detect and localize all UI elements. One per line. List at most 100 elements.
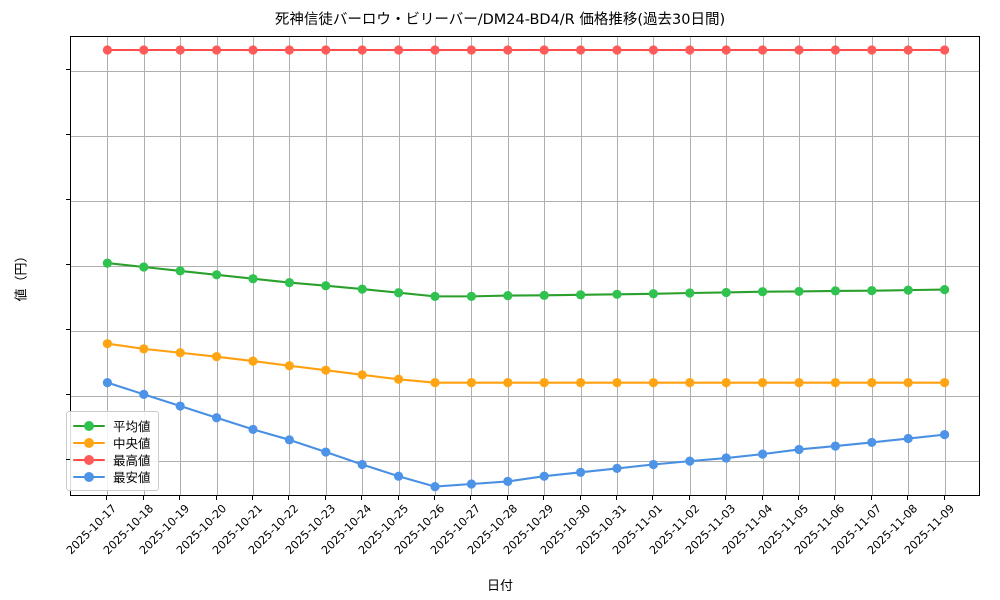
x-tick-mark (397, 496, 399, 500)
data-point (212, 413, 222, 423)
data-point (357, 370, 367, 380)
data-point (175, 45, 185, 55)
plot-area (70, 36, 980, 496)
legend-item-中央値[interactable]: 中央値 (73, 434, 151, 451)
data-point (903, 285, 913, 295)
data-point (867, 45, 877, 55)
data-point (539, 378, 549, 388)
data-point (539, 471, 549, 481)
data-point (940, 285, 950, 295)
data-point (576, 378, 586, 388)
x-tick-mark (907, 496, 909, 500)
data-point (102, 339, 112, 349)
data-point (175, 401, 185, 411)
y-gridline (71, 200, 979, 202)
x-gridline (799, 37, 800, 495)
data-point (394, 288, 404, 298)
data-point (721, 45, 731, 55)
x-gridline (471, 37, 473, 495)
legend-item-平均値[interactable]: 平均値 (73, 417, 151, 434)
data-point (794, 444, 804, 455)
data-point (758, 287, 768, 297)
series-最安値 (102, 378, 950, 492)
x-tick-mark (506, 496, 508, 500)
x-tick-mark (142, 496, 144, 500)
x-tick-mark (798, 496, 800, 500)
data-point (903, 45, 913, 55)
x-tick-mark (106, 496, 108, 500)
x-gridline (689, 37, 691, 495)
data-point (139, 262, 149, 272)
y-tick-mark (66, 199, 70, 201)
series-line (106, 342, 946, 384)
chart-title: 死神信徒バーロウ・ビリーバー/DM24-BD4/R 価格推移(過去30日間) (274, 12, 726, 28)
data-point (794, 45, 804, 55)
x-gridline (908, 37, 910, 495)
x-tick-mark (834, 496, 836, 500)
data-point (940, 430, 950, 440)
x-gridline (726, 37, 728, 495)
data-point (794, 286, 804, 297)
legend-swatch-icon (73, 453, 105, 467)
data-point (721, 453, 731, 463)
data-point (284, 277, 294, 288)
data-point (248, 45, 258, 55)
x-gridline (325, 37, 327, 495)
x-gridline (617, 37, 618, 495)
x-gridline (398, 37, 400, 495)
data-point (212, 45, 222, 55)
y-gridline (71, 330, 979, 332)
data-point (284, 361, 294, 371)
legend-swatch-icon (73, 419, 105, 433)
data-point (539, 45, 549, 55)
x-tick-mark (725, 496, 727, 500)
data-point (139, 389, 149, 399)
data-point (685, 288, 695, 298)
x-gridline (580, 37, 582, 495)
data-point (867, 378, 877, 388)
legend-item-最高値[interactable]: 最高値 (73, 451, 151, 468)
legend-label: 最安値 (113, 470, 151, 485)
chart-legend: 平均値 中央値 最高値最安値 (66, 411, 159, 491)
data-point (357, 459, 367, 470)
data-point (685, 45, 695, 55)
y-tick-mark (66, 329, 70, 331)
data-point (321, 365, 331, 375)
data-point (612, 378, 622, 388)
data-point (721, 287, 731, 298)
y-axis-label: 値（円） (14, 249, 30, 302)
data-point (648, 459, 659, 470)
data-point (466, 45, 476, 55)
x-tick-mark (943, 496, 945, 500)
data-point (466, 479, 476, 489)
data-point (430, 291, 440, 301)
y-gridline (71, 70, 979, 72)
data-point (867, 437, 877, 448)
series-中央値 (102, 339, 950, 388)
x-gridline (362, 37, 364, 495)
plot-inner (71, 37, 979, 495)
x-tick-mark (616, 496, 618, 500)
data-point (612, 45, 622, 55)
data-point (576, 467, 586, 477)
x-tick-mark (543, 496, 545, 500)
x-tick-mark (688, 496, 690, 500)
data-point (212, 352, 222, 362)
data-point (212, 270, 222, 280)
x-gridline (507, 37, 509, 495)
data-point (539, 290, 549, 300)
x-tick-mark (761, 496, 763, 500)
legend-item-最安値[interactable]: 最安値 (73, 468, 151, 485)
legend-label: 平均値 (113, 419, 151, 434)
data-point (503, 476, 513, 487)
data-point (503, 378, 513, 388)
x-tick-mark (361, 496, 363, 500)
data-point (394, 45, 404, 55)
data-point (248, 424, 258, 435)
x-tick-mark (470, 496, 472, 500)
data-point (284, 435, 294, 445)
data-point (357, 45, 367, 55)
series-line (106, 262, 946, 298)
x-gridline (653, 37, 655, 495)
